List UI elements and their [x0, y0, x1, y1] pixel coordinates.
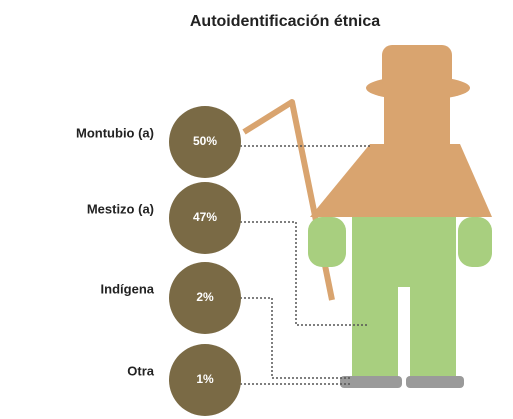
value-label: 47%: [193, 210, 217, 224]
right-leg: [410, 285, 456, 377]
page: {"chart_data": {"type": "pictorial", "ti…: [0, 0, 513, 419]
figure: [244, 45, 492, 388]
hat-crown: [382, 45, 452, 90]
hips: [352, 217, 456, 287]
staff: [244, 102, 332, 300]
category-label: Mestizo (a): [87, 201, 154, 216]
category-label: Indígena: [101, 281, 155, 296]
left-arm: [308, 217, 346, 267]
infographic: Autoidentificación étnica Montubio (a) 50…: [0, 0, 513, 419]
value-label: 2%: [196, 290, 214, 304]
value-label: 1%: [196, 372, 214, 386]
connector: [232, 298, 350, 378]
category-label: Montubio (a): [76, 125, 154, 140]
torso: [310, 144, 492, 217]
right-arm: [458, 217, 492, 267]
head: [384, 96, 450, 144]
value-label: 50%: [193, 134, 217, 148]
category-label: Otra: [127, 363, 155, 378]
right-shoe: [406, 376, 464, 388]
connector: [232, 222, 368, 325]
left-leg: [352, 285, 398, 377]
chart-title: Autoidentificación étnica: [190, 13, 380, 30]
